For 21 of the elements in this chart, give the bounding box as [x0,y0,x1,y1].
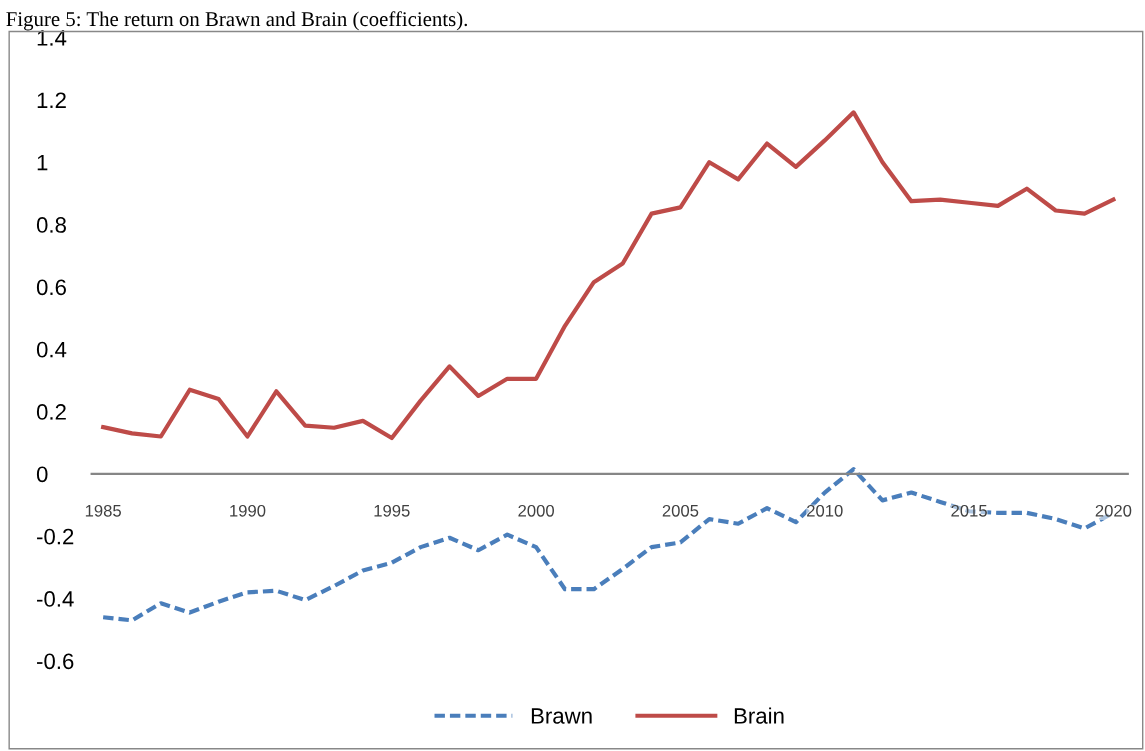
y-tick-label: -0.2 [37,528,74,545]
y-tick-label: 1.2 [37,92,66,108]
x-tick-label: 1990 [230,504,266,517]
y-tick-label: -0.4 [37,591,74,607]
y-tick-label: 0.8 [36,217,66,233]
y-tick-label: -0.6 [37,653,74,670]
x-tick-label: 2010 [807,504,843,517]
line-series [101,110,1116,441]
x-tick-label: 1995 [374,504,410,517]
x-tick-label: 2005 [662,504,699,517]
y-tick-label: 0.2 [36,404,66,420]
y-tick-label: 0.4 [36,341,67,358]
x-tick-label: 2020 [1095,504,1132,517]
legend-label: Brain [734,707,784,724]
y-tick-label: 1 [37,154,48,171]
chart-title: Figure 5: The return on Brawn and Brain (coefficients). [6,11,468,31]
y-tick-label: 0.6 [36,279,66,296]
y-tick-label: 0 [36,466,48,483]
x-tick-label: 1985 [85,504,121,517]
x-tick-label: 2000 [518,504,554,517]
legend-label: Brawn [531,708,592,724]
